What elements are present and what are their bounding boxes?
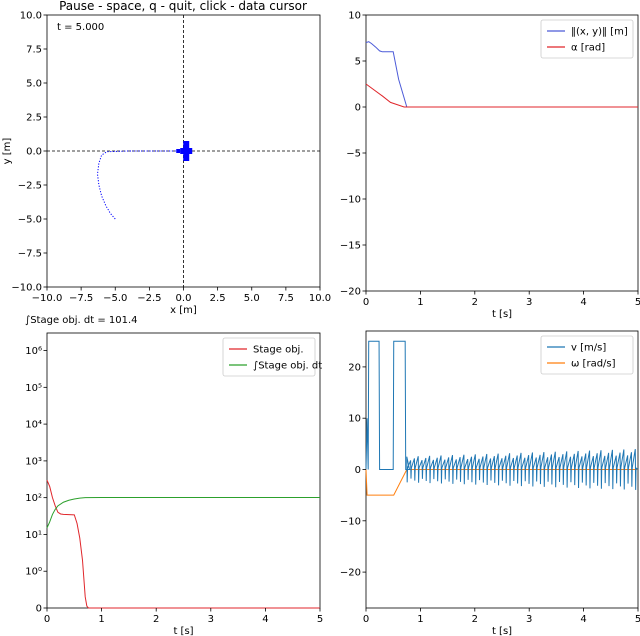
x-tick-label: 1: [417, 297, 423, 308]
legend-label: ∫Stage obj. dt: [253, 361, 322, 372]
y-tick-label: 10⁰: [25, 567, 42, 578]
norm-alpha-plot[interactable]: 0 1 2 3 4 5 −20 −15 −10 −5 0 5 10 ‖(x, y)‖ [m] α [rad]…: [340, 11, 640, 321]
series-line-0: [46, 479, 320, 609]
x-axis-label: x [m]: [170, 305, 197, 316]
y-tick-label: −20: [340, 568, 361, 579]
y-tick-label: 0: [355, 103, 361, 114]
x-axis-label: t [s]: [492, 309, 512, 320]
y-tick-label: −5: [346, 149, 361, 160]
x-tick-label: 5.0: [244, 293, 260, 304]
x-tick-label: 3: [526, 297, 532, 308]
legend-label: ‖(x, y)‖ [m]: [571, 27, 628, 38]
window-title: Pause - space, q - quit, click - data cu…: [59, 0, 307, 13]
y-tick-label: 10³: [25, 456, 42, 467]
y-tick-label: 10⁶: [25, 346, 42, 357]
x-tick-label: 2: [472, 614, 478, 625]
x-tick-label: −5.0: [103, 293, 127, 304]
y-tick-label: 10: [348, 11, 361, 22]
x-tick-label: 0.0: [176, 293, 192, 304]
y-tick-label: −2.5: [18, 181, 42, 192]
x-tick-label: −7.5: [69, 293, 93, 304]
y-tick-label: −10: [340, 195, 361, 206]
y-tick-label: −20: [340, 287, 361, 298]
legend-label: ω [rad/s]: [571, 359, 616, 370]
x-tick-label: 2: [153, 614, 159, 625]
legend-label: Stage obj.: [253, 345, 304, 356]
y-tick-label: 0: [36, 604, 42, 615]
x-tick-label: −10.0: [32, 293, 63, 304]
x-tick-label: 4: [580, 297, 586, 308]
x-tick-label: −2.5: [137, 293, 161, 304]
y-tick-label: 20: [348, 362, 361, 373]
y-axis-label: y [m]: [2, 138, 13, 165]
legend-label: α [rad]: [571, 43, 605, 54]
series-line-1: [365, 83, 638, 108]
x-tick-label: 7.5: [278, 293, 294, 304]
x-tick-label: 5: [317, 614, 323, 625]
x-tick-label: 10.0: [309, 293, 331, 304]
y-tick-label: −10: [340, 516, 361, 527]
x-axis-label: t [s]: [173, 626, 193, 636]
x-tick-label: 2.5: [210, 293, 226, 304]
time-annotation: t = 5.000: [57, 22, 104, 33]
stage-objective-plot[interactable]: 0 1 2 3 4 5 0 10⁰ 10¹ 10² 10³ 10⁴ 10⁵ 10⁶ Stage obj. ∫S…: [25, 315, 323, 636]
x-tick-label: 0: [363, 614, 369, 625]
x-tick-label: 2: [472, 297, 478, 308]
y-tick-label: 5: [355, 57, 361, 68]
y-tick-label: 10.0: [20, 11, 42, 22]
plot-title: ∫Stage obj. dt = 101.4: [25, 315, 138, 326]
legend-box: [540, 335, 634, 375]
legend-box: [540, 19, 634, 59]
y-tick-label: 0.0: [26, 147, 42, 158]
trajectory-line: [96, 150, 191, 220]
y-tick-label: −7.5: [18, 249, 42, 260]
x-tick-label: 1: [417, 614, 423, 625]
robot-marker-wheels: [180, 148, 193, 154]
legend-box: [222, 337, 316, 377]
x-tick-label: 5: [635, 297, 640, 308]
x-tick-label: 3: [526, 614, 532, 625]
y-tick-label: 10⁴: [25, 420, 42, 431]
x-axis-label: t [s]: [492, 626, 512, 636]
y-tick-label: 2.5: [26, 113, 42, 124]
y-tick-label: 7.5: [26, 45, 42, 56]
robot-marker-heading: [176, 149, 181, 153]
y-tick-label: −15: [340, 241, 361, 252]
y-tick-label: 10¹: [25, 530, 42, 541]
legend-label: v [m/s]: [571, 343, 606, 354]
controls-plot[interactable]: 0 1 2 3 4 5 −20 −10 0 10 20 v [m/s] ω [rad/s] t [s]: [340, 330, 640, 636]
y-tick-label: 10⁵: [25, 383, 42, 394]
y-tick-label: 10: [348, 414, 361, 425]
x-tick-label: 1: [98, 614, 104, 625]
y-tick-label: 0: [355, 465, 361, 476]
xy-trajectory-plot[interactable]: −10.0 −7.5 −5.0 −2.5 0.0 2.5 5.0 7.5 10.0 −10.0 −7…: [2, 11, 331, 317]
x-tick-label: 5: [635, 614, 640, 625]
x-tick-label: 0: [363, 297, 369, 308]
x-tick-label: 4: [580, 614, 586, 625]
x-tick-label: 4: [262, 614, 268, 625]
y-tick-label: 10²: [25, 493, 42, 504]
x-tick-label: 3: [208, 614, 214, 625]
y-tick-label: −10.0: [11, 283, 42, 294]
series-line-1: [46, 496, 320, 529]
series-line-0: [365, 340, 639, 490]
x-tick-label: 0: [44, 614, 50, 625]
y-tick-label: 5.0: [26, 79, 42, 90]
y-tick-label: −5.0: [18, 215, 42, 226]
